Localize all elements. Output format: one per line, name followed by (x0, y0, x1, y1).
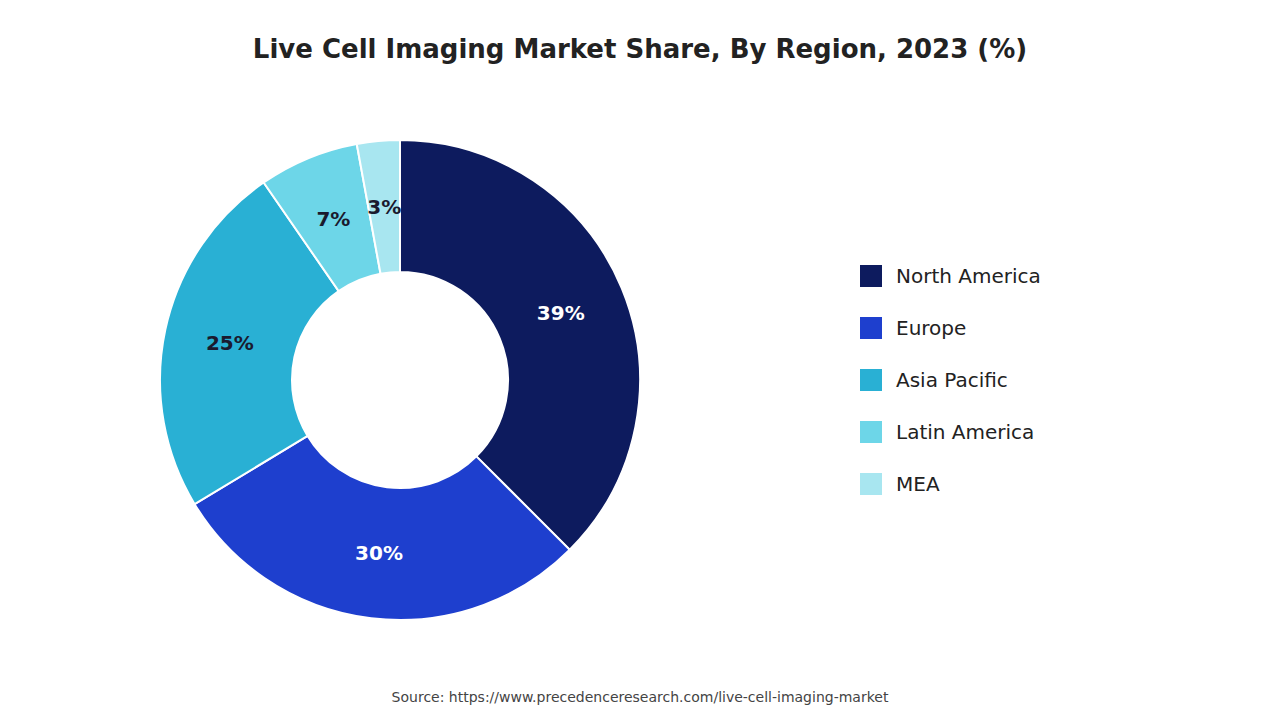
legend-label: Europe (896, 316, 966, 340)
legend: North America Europe Asia Pacific Latin Ame… (860, 264, 1041, 496)
data-labels: 39% 30% 25% 7% 3% (206, 195, 585, 565)
background (0, 0, 1280, 720)
chart-container: Live Cell Imaging Market Share, By Regio… (0, 0, 1280, 720)
legend-swatch (860, 265, 882, 287)
legend-label: North America (896, 264, 1041, 288)
legend-swatch (860, 473, 882, 495)
title: Live Cell Imaging Market Share, By Regio… (253, 34, 1027, 64)
data-label: 39% (537, 301, 585, 325)
legend-label: Latin America (896, 420, 1034, 444)
legend-swatch (860, 421, 882, 443)
legend-swatch (860, 317, 882, 339)
data-label: 25% (206, 331, 254, 355)
legend-label: Asia Pacific (896, 368, 1008, 392)
data-label: 3% (367, 195, 401, 219)
data-label: 30% (355, 541, 403, 565)
slices (160, 140, 640, 620)
legend-label: MEA (896, 472, 940, 496)
chart-svg: Live Cell Imaging Market Share, By Regio… (0, 0, 1280, 720)
source: Source: https://www.precedenceresearch.c… (392, 689, 889, 705)
data-label: 7% (316, 207, 350, 231)
legend-swatch (860, 369, 882, 391)
